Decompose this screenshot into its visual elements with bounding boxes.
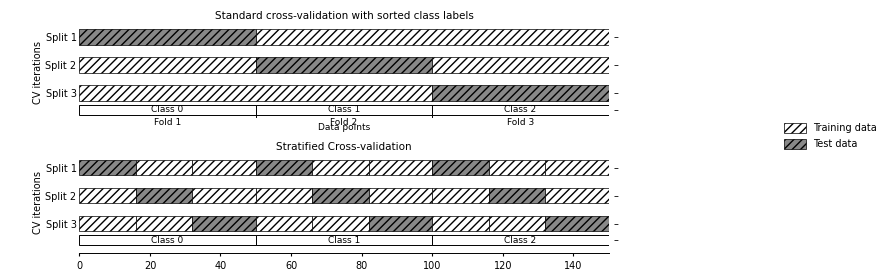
Legend: Training data, Test data: Training data, Test data: [784, 123, 877, 149]
Bar: [432, 216, 489, 231]
Text: Fold 1: Fold 1: [154, 118, 181, 127]
Bar: [79, 236, 256, 245]
Bar: [489, 188, 545, 203]
Text: –: –: [614, 219, 619, 228]
Text: Fold 2: Fold 2: [331, 118, 357, 127]
Bar: [79, 105, 256, 115]
Y-axis label: CV iterations: CV iterations: [33, 171, 42, 234]
Text: –: –: [614, 191, 619, 201]
Text: Class 0: Class 0: [152, 236, 183, 245]
Bar: [192, 216, 256, 231]
Y-axis label: CV iterations: CV iterations: [33, 41, 42, 104]
Text: Class 1: Class 1: [328, 105, 360, 114]
Text: Data points: Data points: [318, 123, 370, 132]
Text: –: –: [614, 88, 619, 98]
Bar: [79, 57, 256, 73]
Bar: [432, 105, 609, 115]
Bar: [432, 236, 609, 245]
Bar: [79, 85, 432, 101]
Bar: [432, 188, 489, 203]
Bar: [136, 160, 192, 175]
Bar: [369, 216, 432, 231]
Bar: [136, 188, 192, 203]
Text: Class 0: Class 0: [152, 105, 183, 114]
Title: Stratified Cross-validation: Stratified Cross-validation: [276, 141, 412, 152]
Bar: [79, 160, 136, 175]
Bar: [256, 216, 312, 231]
Bar: [256, 105, 432, 115]
Bar: [432, 85, 609, 101]
Bar: [192, 160, 256, 175]
Bar: [256, 57, 432, 73]
Bar: [192, 188, 256, 203]
Bar: [79, 29, 256, 45]
Text: Class 1: Class 1: [328, 236, 360, 245]
Bar: [369, 160, 432, 175]
Bar: [256, 29, 609, 45]
Bar: [136, 216, 192, 231]
Bar: [312, 216, 369, 231]
Bar: [256, 236, 432, 245]
Text: Fold 3: Fold 3: [507, 118, 534, 127]
Text: Class 2: Class 2: [505, 236, 536, 245]
Bar: [369, 188, 432, 203]
Text: –: –: [614, 105, 619, 115]
Bar: [489, 160, 545, 175]
Bar: [432, 57, 609, 73]
Text: –: –: [614, 235, 619, 245]
Bar: [545, 216, 609, 231]
Text: –: –: [614, 163, 619, 173]
Text: –: –: [614, 60, 619, 70]
Bar: [79, 216, 136, 231]
Bar: [256, 160, 312, 175]
Bar: [545, 160, 609, 175]
Bar: [256, 188, 312, 203]
Bar: [312, 160, 369, 175]
Bar: [432, 160, 489, 175]
Bar: [312, 188, 369, 203]
Bar: [489, 216, 545, 231]
Bar: [545, 188, 609, 203]
Bar: [79, 188, 136, 203]
Text: Class 2: Class 2: [505, 105, 536, 114]
Text: –: –: [614, 32, 619, 42]
Title: Standard cross-validation with sorted class labels: Standard cross-validation with sorted cl…: [214, 11, 474, 21]
